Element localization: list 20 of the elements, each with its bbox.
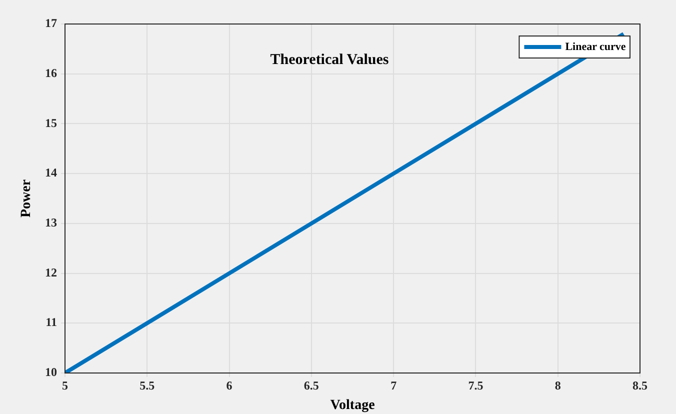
y-axis-title: Power bbox=[19, 179, 34, 218]
y-tick-label: 12 bbox=[45, 265, 57, 280]
legend-label: Linear curve bbox=[565, 40, 626, 53]
x-tick-label: 5 bbox=[62, 378, 68, 392]
y-tick-label: 11 bbox=[46, 315, 57, 330]
y-tick-label: 13 bbox=[45, 216, 57, 230]
x-tick-label: 6 bbox=[226, 378, 232, 392]
x-tick-label: 8.5 bbox=[632, 378, 648, 392]
y-tick-label: 14 bbox=[45, 166, 57, 180]
y-tick-label: 17 bbox=[45, 16, 57, 30]
y-tick-label: 15 bbox=[45, 116, 57, 130]
x-tick-label: 6.5 bbox=[304, 378, 319, 392]
y-tick-label: 16 bbox=[45, 66, 57, 80]
y-tick-label: 10 bbox=[45, 365, 57, 380]
x-tick-label: 7.5 bbox=[468, 378, 484, 392]
text: Theoretical Values bbox=[270, 52, 389, 68]
x-tick-label: 8 bbox=[554, 378, 561, 392]
x-tick-label: 7 bbox=[390, 378, 397, 392]
x-tick-label: 5.5 bbox=[140, 378, 155, 392]
x-axis-title: Voltage bbox=[330, 398, 375, 414]
